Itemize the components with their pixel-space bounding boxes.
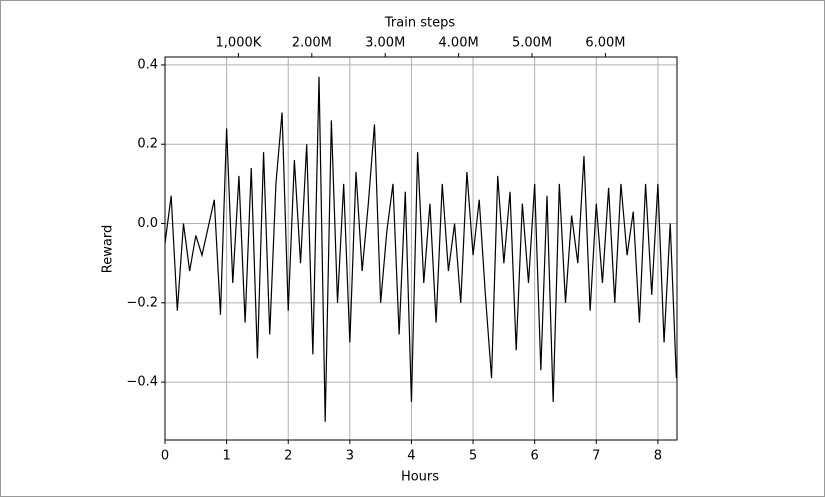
x-tick-label: 7 [592,449,600,464]
y-tick-label: −0.4 [126,375,158,390]
y-axis-label: Reward [101,225,116,273]
x-tick-label: 4 [407,449,415,464]
x2-axis-label: Train steps [384,16,455,31]
x2-tick-label: 1,000K [216,36,262,51]
x2-tick-label: 5.00M [512,36,552,51]
x-tick-label: 0 [161,449,169,464]
x2-tick-label: 6.00M [585,36,625,51]
y-tick-label: 0.0 [137,216,158,231]
x-tick-label: 1 [222,449,230,464]
y-tick-label: −0.2 [126,295,158,310]
x-tick-label: 5 [469,449,477,464]
x2-tick-label: 4.00M [439,36,479,51]
x2-tick-label: 2.00M [292,36,332,51]
x-tick-label: 8 [654,449,662,464]
x-tick-label: 3 [346,449,354,464]
x2-tick-label: 3.00M [365,36,405,51]
x-tick-label: 6 [531,449,539,464]
y-tick-label: 0.2 [137,137,158,152]
line [164,76,677,422]
x-axis-label: Hours [401,470,439,485]
x-tick-label: 2 [284,449,292,464]
y-tick-label: 0.4 [137,57,158,72]
plot-frame [164,56,678,441]
